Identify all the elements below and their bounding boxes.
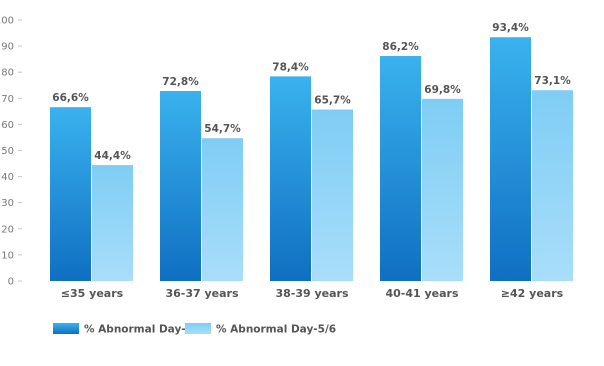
bar-day3-4 (490, 37, 531, 282)
x-category-label: 38-39 years (275, 287, 348, 300)
bar-day3-3 (380, 56, 421, 281)
bar-day56-4 (532, 90, 573, 281)
legend-swatch (53, 323, 79, 334)
y-tick-label: 40 (1, 172, 14, 183)
y-axis: 0 10 20 30 40 50 60 70 80 90 100 (0, 16, 22, 288)
data-label: 86,2% (382, 41, 419, 53)
x-category-label: 40-41 years (385, 287, 458, 300)
y-tick-label: 30 (1, 198, 14, 209)
y-tick-label: 50 (1, 146, 14, 157)
x-category-label: ≥42 years (501, 287, 564, 300)
data-label: 44,4% (94, 150, 131, 162)
bar-day56-0 (92, 165, 133, 281)
y-tick-label: 70 (1, 94, 14, 105)
data-label: 65,7% (314, 95, 351, 107)
x-category-label: ≤35 years (61, 287, 124, 300)
y-tick-label: 80 (1, 68, 14, 79)
bar-day3-2 (270, 76, 311, 281)
y-tick-label: 0 (8, 277, 14, 288)
data-label: 72,8% (162, 76, 199, 88)
bars: 66,6% 44,4% 72,8% 54,7% 78,4% 65,7% 86,2% 69,8%… (50, 22, 573, 282)
y-tick-label: 20 (1, 224, 14, 235)
y-tick-label: 10 (1, 250, 14, 261)
x-category-label: 36-37 years (165, 287, 238, 300)
category-labels: ≤35 years 36-37 years 38-39 years 40-41 yea… (61, 287, 564, 300)
data-label: 93,4% (492, 22, 529, 34)
data-label: 78,4% (272, 61, 309, 73)
legend-label: % Abnormal Day-5/6 (216, 324, 336, 336)
legend: % Abnormal Day-3 % Abnormal Day-5/6 (53, 323, 336, 336)
bar-day3-0 (50, 107, 91, 281)
y-tick-label: 90 (1, 42, 14, 53)
bar-day56-1 (202, 138, 243, 281)
y-tick-label: 100 (0, 16, 14, 27)
bar-day56-2 (312, 109, 353, 281)
data-label: 73,1% (534, 75, 571, 87)
bar-day3-1 (160, 90, 201, 281)
bar-day56-3 (422, 98, 463, 282)
data-label: 54,7% (204, 123, 241, 135)
data-label: 69,8% (424, 84, 461, 96)
data-label: 66,6% (52, 92, 89, 104)
y-tick-label: 60 (1, 120, 14, 131)
legend-swatch (185, 323, 211, 334)
legend-label: % Abnormal Day-3 (84, 324, 193, 336)
